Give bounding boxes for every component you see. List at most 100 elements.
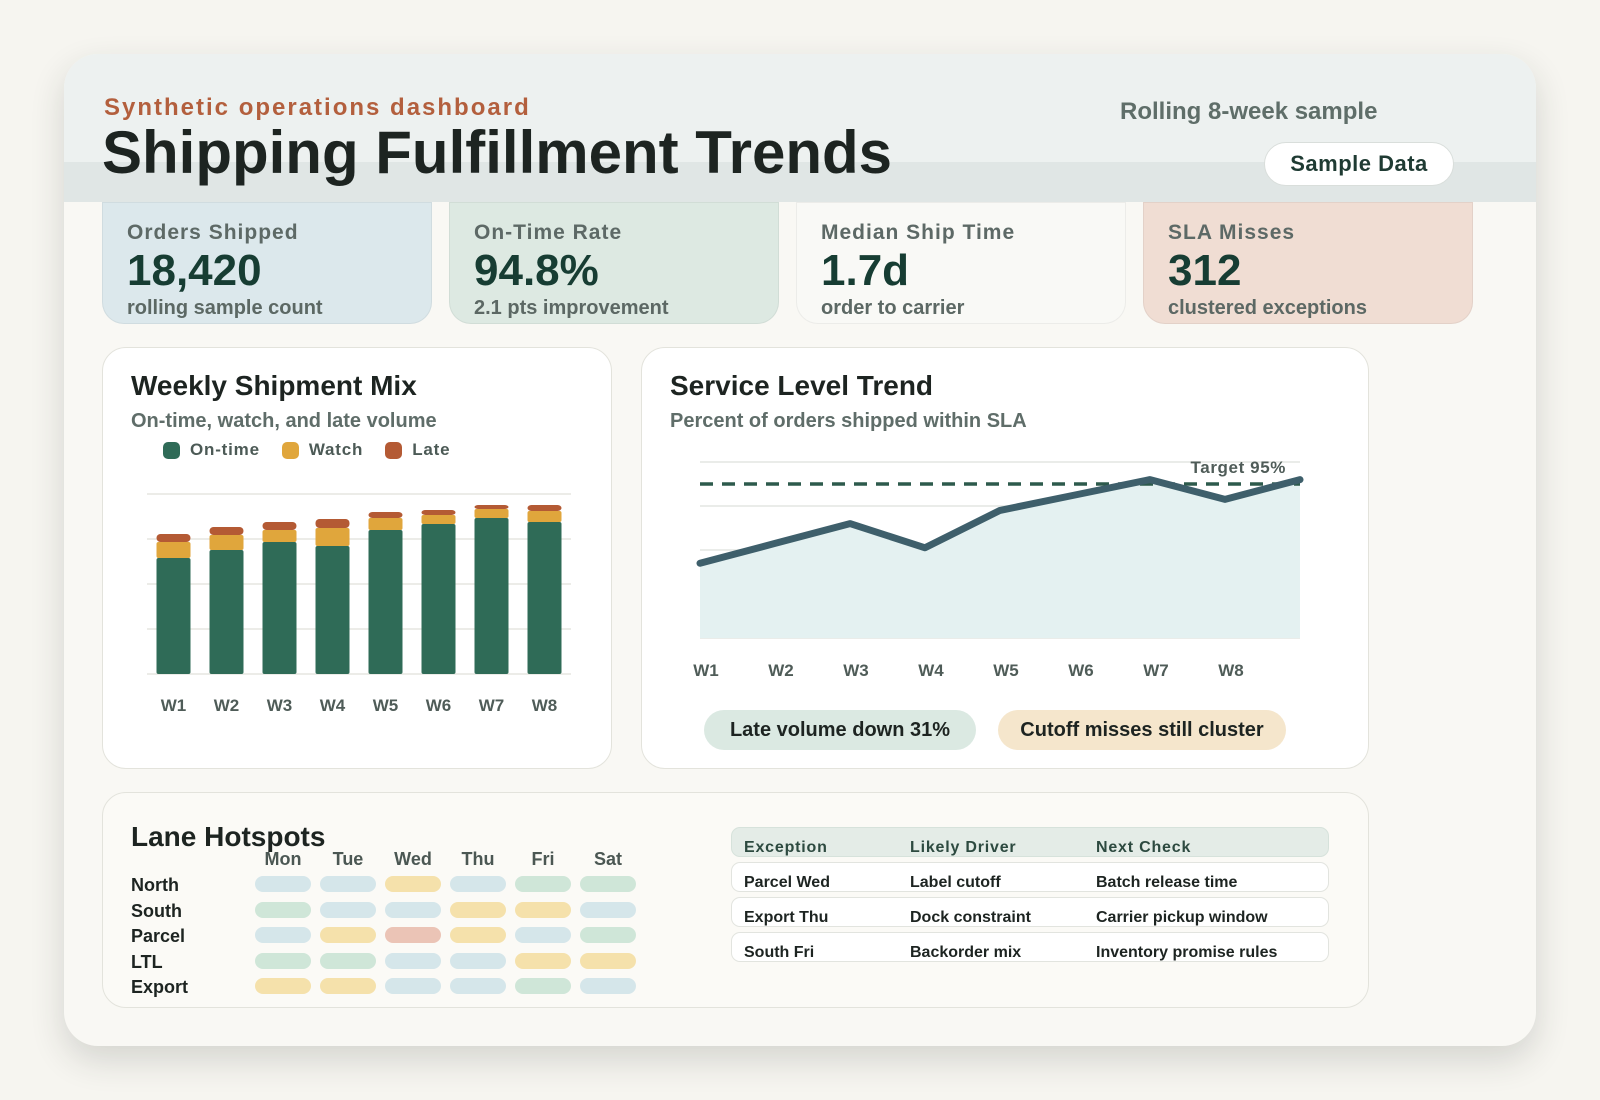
heatmap-cell[interactable]: [450, 952, 506, 969]
x-tick-label: W7: [479, 696, 505, 715]
heatmap-cell[interactable]: [580, 978, 636, 994]
heatmap-cell[interactable]: [450, 901, 506, 918]
column-header-next-check: Next Check: [1096, 839, 1192, 856]
column-header-exception: Exception: [744, 839, 828, 856]
x-tick-label: W3: [843, 661, 869, 680]
heatmap-cell[interactable]: [385, 978, 441, 994]
heatmap-cell[interactable]: [515, 901, 571, 918]
bar-segment-late: [209, 527, 244, 535]
table-row[interactable]: Parcel Wed Label cutoff Batch release ti…: [731, 862, 1329, 892]
heatmap-cell[interactable]: [450, 978, 506, 994]
heatmap-day-wed: Wed: [394, 849, 432, 869]
heatmap-lane-north: North: [131, 875, 179, 895]
bar-segment-on-time: [209, 550, 244, 674]
cell-next-check: Carrier pickup window: [1096, 909, 1268, 926]
exceptions-table-header: Exception Likely Driver Next Check: [731, 827, 1329, 857]
heatmap-cell[interactable]: [385, 876, 441, 892]
x-tick-label: W1: [693, 661, 719, 680]
heatmap-cell[interactable]: [255, 927, 311, 943]
bar-segment-watch: [262, 530, 297, 542]
heatmap-day-sat: Sat: [593, 849, 622, 869]
shipment-mix-chart: W1 W2 W3 W4 W5 W6 W7 W8: [147, 493, 571, 715]
kpi-orders-shipped: Orders Shipped 18,420 rolling sample cou…: [102, 202, 432, 324]
rolling-window-label: Rolling 8-week sample: [1120, 98, 1378, 125]
kpi-value: 18,420: [127, 246, 262, 295]
lane-hotspots-panel: Lane Hotspots Mon Tue Wed Thu Fri Sat North Sou…: [102, 792, 1369, 1008]
kpi-median-ship-time: Median Ship Time 1.7d order to carrier: [796, 202, 1126, 324]
heatmap-cell[interactable]: [580, 901, 636, 918]
heatmap-day-mon: Mon: [264, 849, 302, 869]
bar-segment-on-time: [315, 546, 350, 674]
cell-likely-driver: Dock constraint: [910, 909, 1031, 926]
cell-next-check: Inventory promise rules: [1096, 944, 1278, 961]
heatmap-cell[interactable]: [515, 876, 571, 892]
x-tick-label: W8: [532, 696, 558, 715]
x-tick-label: W7: [1143, 661, 1169, 680]
shipment-mix-panel: Weekly Shipment Mix On-time, watch, and …: [102, 347, 612, 769]
service-level-subtitle: Percent of orders shipped within SLA: [670, 410, 1027, 432]
shipment-mix-title: Weekly Shipment Mix: [131, 370, 417, 401]
cell-likely-driver: Backorder mix: [910, 944, 1022, 961]
kpi-subtext: order to carrier: [821, 297, 965, 319]
insight-pill-cutoff-misses: Cutoff misses still cluster: [998, 710, 1286, 750]
heatmap-cell[interactable]: [255, 901, 311, 918]
legend-label: Watch: [308, 440, 364, 459]
x-tick-label: W2: [768, 661, 794, 680]
bar-segment-on-time: [156, 558, 191, 674]
legend-item-watch: Watch: [281, 440, 364, 460]
heatmap-cell[interactable]: [580, 927, 636, 943]
heatmap-cell[interactable]: [515, 927, 571, 943]
heatmap-cell[interactable]: [385, 901, 441, 918]
x-tick-label: W6: [1068, 661, 1094, 680]
heatmap-cell[interactable]: [320, 876, 376, 892]
x-tick-label: W5: [373, 696, 399, 715]
cell-exception: Parcel Wed: [744, 874, 830, 891]
heatmap-cell[interactable]: [385, 927, 441, 943]
sample-data-button[interactable]: Sample Data: [1264, 142, 1454, 186]
shipment-mix-subtitle: On-time, watch, and late volume: [131, 410, 437, 432]
bar-segment-on-time: [527, 522, 562, 674]
table-row[interactable]: South Fri Backorder mix Inventory promis…: [731, 932, 1329, 962]
heatmap-cell[interactable]: [385, 952, 441, 969]
bar-segment-late: [315, 519, 350, 528]
cell-next-check: Batch release time: [1096, 874, 1238, 891]
bar-segment-late: [262, 522, 297, 530]
heatmap-cell[interactable]: [255, 952, 311, 969]
x-tick-label: W3: [267, 696, 293, 715]
cell-exception: South Fri: [744, 944, 815, 961]
heatmap-cell[interactable]: [320, 978, 376, 994]
insight-pill-late-volume: Late volume down 31%: [704, 710, 976, 750]
heatmap-cell[interactable]: [255, 876, 311, 892]
heatmap-cell[interactable]: [320, 927, 376, 943]
heatmap-cell[interactable]: [255, 978, 311, 994]
bar-segment-watch: [474, 509, 509, 518]
kpi-subtext: rolling sample count: [127, 297, 323, 319]
heatmap-cell[interactable]: [450, 876, 506, 892]
legend-label: Late: [412, 440, 451, 459]
heatmap-cell[interactable]: [450, 927, 506, 943]
legend-label: On-time: [190, 440, 260, 459]
legend-swatch-watch: [281, 441, 299, 459]
heatmap-cell[interactable]: [515, 952, 571, 969]
heatmap-cell[interactable]: [580, 876, 636, 892]
heatmap-cell[interactable]: [320, 952, 376, 969]
heatmap-cell[interactable]: [580, 952, 636, 969]
service-level-chart: Target 95% W1 W2 W3 W4 W5 W6 W7 W8: [693, 458, 1304, 680]
x-tick-label: W6: [426, 696, 452, 715]
heatmap-cell[interactable]: [320, 901, 376, 918]
heatmap-cell[interactable]: [515, 978, 571, 994]
bar-segment-watch: [368, 518, 403, 530]
bar-segment-late: [527, 505, 562, 511]
kpi-value: 312: [1168, 246, 1242, 295]
table-row[interactable]: Export Thu Dock constraint Carrier picku…: [731, 897, 1329, 927]
bar-segment-late: [474, 505, 509, 509]
target-label: Target 95%: [1191, 458, 1286, 477]
kpi-value: 1.7d: [821, 246, 910, 295]
x-tick-label: W4: [918, 661, 944, 680]
heatmap-lane-ltl: LTL: [131, 951, 163, 972]
heatmap-day-tue: Tue: [332, 849, 364, 869]
dashboard-header: Synthetic operations dashboard Shipping …: [64, 54, 1536, 202]
x-tick-label: W1: [161, 696, 187, 715]
kpi-subtext: clustered exceptions: [1168, 297, 1367, 319]
dashboard-eyebrow: Synthetic operations dashboard: [104, 94, 531, 121]
